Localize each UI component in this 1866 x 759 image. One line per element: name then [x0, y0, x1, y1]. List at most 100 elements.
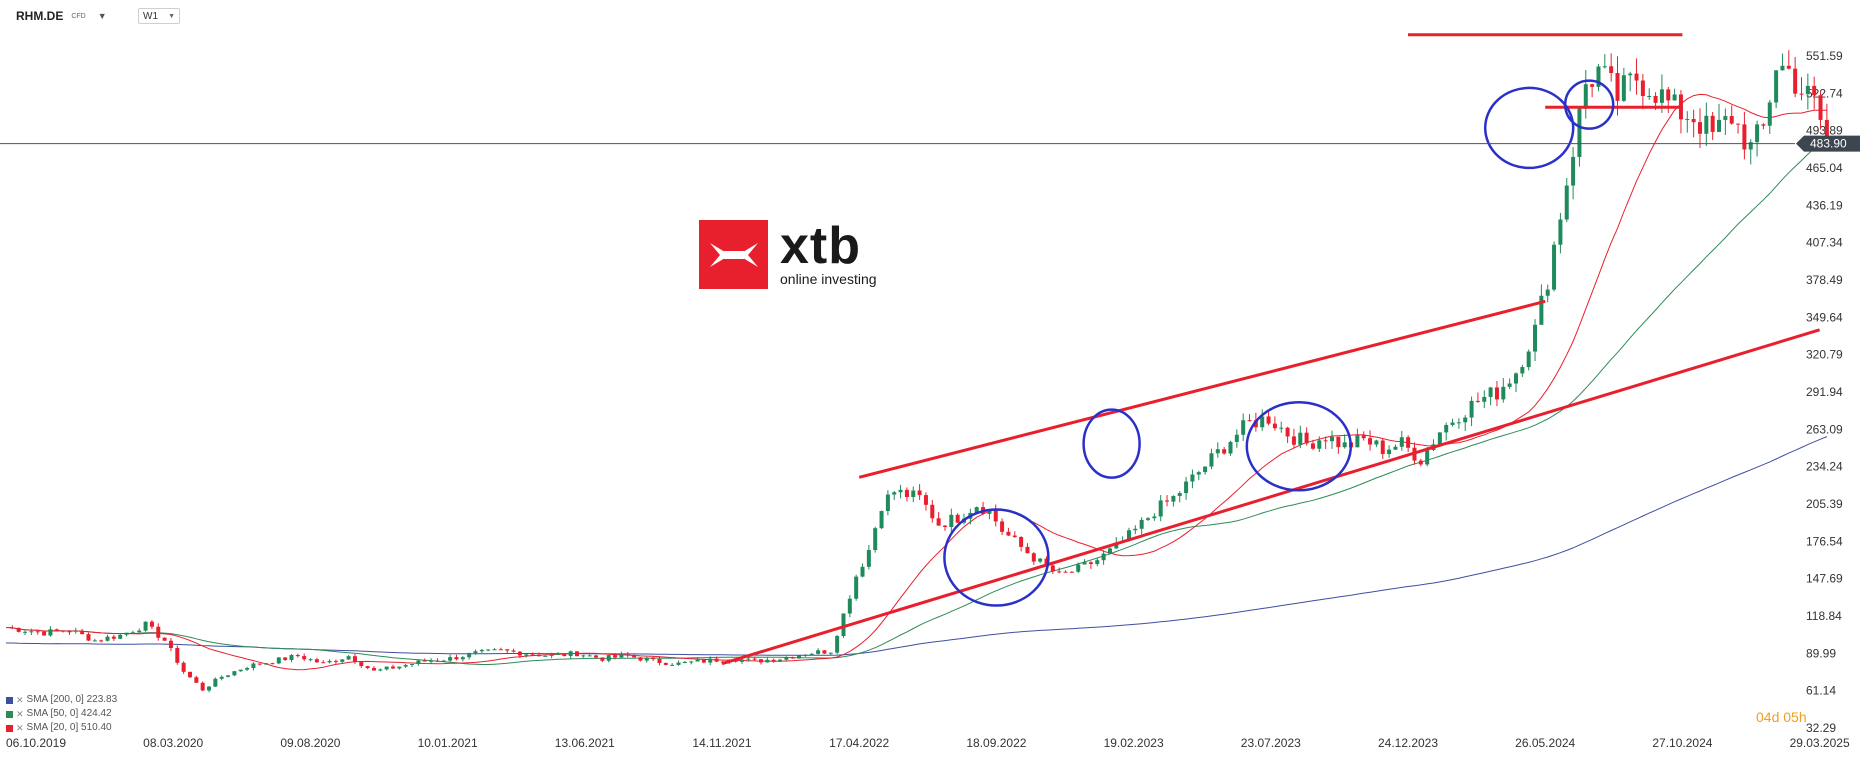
candle-body — [657, 658, 662, 664]
y-tick-label: 436.19 — [1806, 198, 1843, 212]
remove-indicator-icon[interactable]: ✕ — [16, 709, 24, 719]
candle-body — [771, 659, 776, 662]
candle-body — [359, 662, 364, 667]
y-tick-label: 205.39 — [1806, 497, 1843, 511]
candle-body — [1767, 102, 1772, 126]
indicator-row[interactable]: ✕ SMA [50, 0] 424.42 — [6, 707, 117, 721]
candle-body — [1697, 122, 1702, 134]
timeframe-select[interactable]: W1 ▼ — [138, 8, 180, 24]
candle-body — [930, 504, 935, 519]
y-tick-label: 176.54 — [1806, 534, 1843, 548]
candle-body — [130, 632, 135, 634]
candle-body — [1723, 116, 1728, 120]
candle-body — [1158, 500, 1163, 517]
candle-body — [936, 518, 941, 526]
sma-20-line — [5, 93, 1827, 671]
candle-body — [784, 657, 789, 660]
candle-body — [619, 654, 624, 658]
candle-body — [1114, 542, 1119, 549]
symbol-dropdown-icon[interactable]: ▼ — [97, 11, 107, 21]
candle-body — [1418, 460, 1423, 465]
candle-body — [695, 659, 700, 662]
candle-body — [1171, 495, 1176, 502]
candle-body — [1190, 474, 1195, 482]
candle-body — [340, 659, 345, 662]
candle-body — [866, 550, 871, 567]
indicator-row[interactable]: ✕ SMA [200, 0] 223.83 — [6, 693, 117, 707]
candle-body — [543, 655, 548, 657]
candle-body — [1494, 387, 1499, 400]
candle-body — [1590, 84, 1595, 87]
candle-body — [644, 658, 649, 661]
candle-body — [1755, 124, 1760, 143]
highlight-circle — [943, 508, 1050, 607]
candle-body — [473, 651, 478, 654]
trendline[interactable] — [721, 328, 1821, 666]
candle-body — [429, 660, 434, 662]
candle-body — [1076, 564, 1081, 572]
sma-50-line — [5, 137, 1828, 665]
candle-body — [283, 657, 288, 660]
y-tick-label: 291.94 — [1806, 385, 1843, 399]
y-tick-label: 320.79 — [1806, 348, 1843, 362]
candle-body — [1088, 562, 1093, 565]
candle-body — [1399, 437, 1404, 447]
candle-body — [879, 511, 884, 529]
candle-body — [162, 637, 167, 641]
candle-body — [942, 525, 947, 528]
candle-body — [847, 598, 852, 614]
trendline[interactable] — [858, 299, 1546, 479]
candle-body — [295, 655, 300, 657]
candle-body — [1374, 440, 1379, 445]
candle-body — [1279, 427, 1284, 429]
candle-body — [1558, 219, 1563, 245]
candle-body — [1209, 453, 1214, 467]
x-tick-label: 14.11.2021 — [692, 736, 751, 750]
candle-body — [1031, 553, 1036, 562]
x-tick-label: 29.03.2025 — [1790, 736, 1850, 750]
candle-body — [1609, 66, 1614, 73]
indicator-row[interactable]: ✕ SMA [20, 0] 510.40 — [6, 721, 117, 735]
symbol-label[interactable]: RHM.DE — [16, 9, 64, 23]
candle-body — [1425, 449, 1430, 465]
candle-body — [226, 675, 231, 677]
candle-body — [549, 654, 554, 656]
candle-body — [790, 657, 795, 659]
candle-body — [416, 660, 421, 664]
candle-body — [314, 659, 319, 663]
remove-indicator-icon[interactable]: ✕ — [16, 695, 24, 705]
candle-body — [42, 631, 47, 636]
candle-body — [454, 657, 459, 660]
candle-body — [828, 652, 833, 654]
candle-body — [1310, 443, 1315, 449]
candle-body — [1406, 437, 1411, 448]
candle-body — [714, 658, 719, 662]
candle-body — [352, 656, 357, 663]
y-tick-label: 32.29 — [1806, 721, 1836, 735]
candle-body — [606, 655, 611, 661]
candle-body — [809, 653, 814, 655]
candle-body — [1456, 422, 1461, 424]
candle-body — [441, 660, 446, 662]
candle-body — [1253, 420, 1258, 428]
candle-body — [835, 636, 840, 653]
candle-body — [904, 489, 909, 498]
candle-body — [1063, 571, 1068, 573]
candle-body — [955, 514, 960, 523]
candle-body — [632, 655, 637, 658]
candle-body — [498, 649, 503, 651]
y-tick-label: 234.24 — [1806, 460, 1843, 474]
y-tick-label: 263.09 — [1806, 422, 1843, 436]
candle-body — [1222, 449, 1227, 454]
candle-body — [1336, 436, 1341, 448]
candle-body — [1799, 93, 1804, 95]
candle-body — [923, 495, 928, 505]
candle-body — [758, 659, 763, 663]
remove-indicator-icon[interactable]: ✕ — [16, 723, 24, 733]
candle-body — [257, 663, 262, 665]
x-tick-label: 10.01.2021 — [418, 736, 478, 750]
y-tick-label: 522.74 — [1806, 86, 1843, 100]
candle-body — [1640, 80, 1645, 97]
candle-body — [403, 664, 408, 667]
